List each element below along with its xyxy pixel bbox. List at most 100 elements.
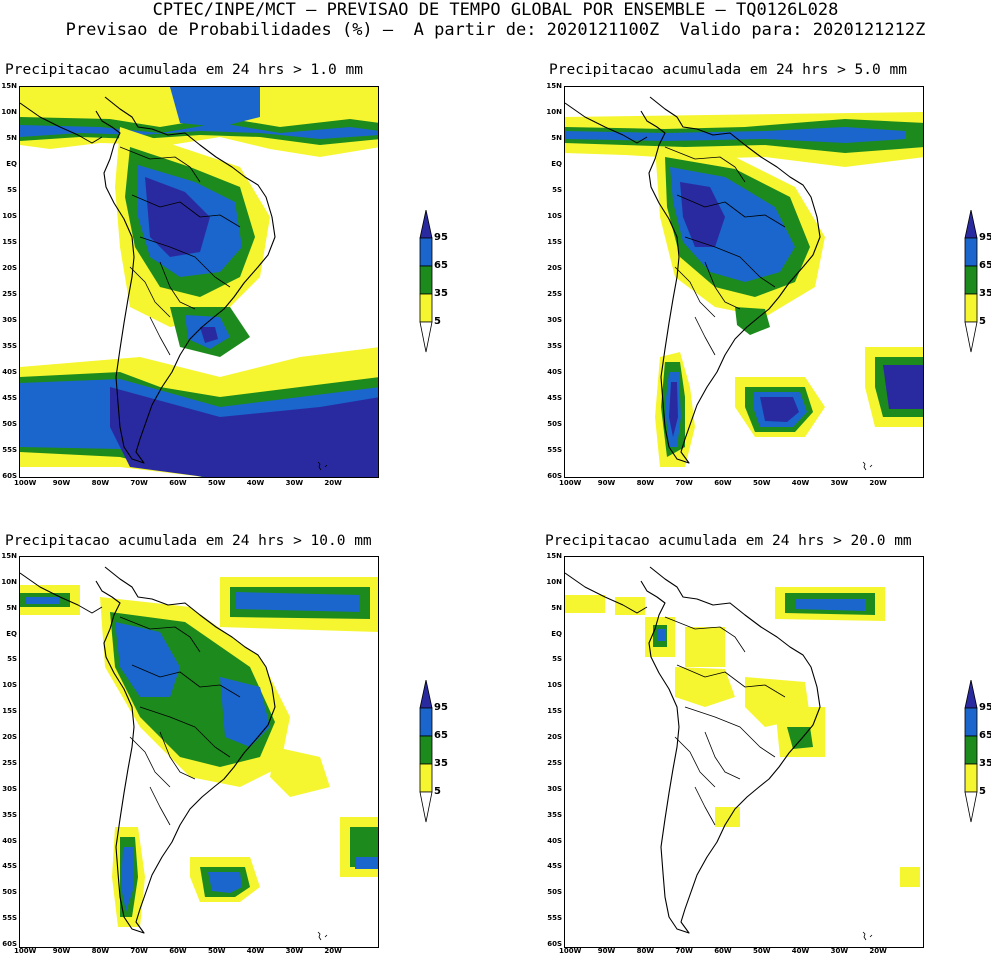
probability-region [25,597,60,604]
colorbar-level-label: 5 [979,786,986,797]
lon-tick-label: 80W [91,479,110,487]
lat-tick-label: 5N [551,134,562,142]
lat-tick-label: 50S [2,420,17,428]
lat-tick-label: 30S [547,784,562,793]
lon-tick-label: 90W [597,479,616,487]
colorbar-segment [419,210,433,239]
lon-tick-label: 60W [169,479,187,487]
colorbar-level-label: 35 [979,758,991,769]
colorbar-level-label: 5 [979,316,986,327]
colorbar-segment [964,210,978,239]
coastline [20,102,103,144]
lat-tick-label: 10S [547,212,562,220]
lat-tick-label: 55S [547,914,562,923]
lat-tick-label: 5S [552,186,562,194]
lon-tick-label: 50W [753,947,771,955]
lat-tick-label: 5N [6,134,17,142]
colorbar-segment [964,791,978,823]
lat-tick-label: 45S [547,862,562,871]
lon-tick-label: 20W [324,947,342,955]
probability-region [270,747,330,797]
lon-tick-label: 40W [246,947,265,955]
colorbar-level-label: 95 [979,702,991,713]
colorbar-segment [964,680,978,709]
lon-tick-label: 90W [52,947,71,955]
lat-tick-label: 5S [552,655,562,664]
lon-tick-label: 70W [675,479,693,487]
lat-tick-label: 35S [547,810,562,819]
lon-tick-label: 80W [636,947,655,955]
colorbar-level-label: 95 [434,232,448,243]
coastline [95,96,276,464]
lon-tick-label: 30W [285,947,304,955]
probability-region [170,87,260,127]
lat-tick-label: 10N [546,108,562,116]
lon-tick-label: 50W [208,947,226,955]
colorbar-segment [419,735,433,765]
probability-region [220,677,270,747]
probability-region [200,327,218,343]
probability-map [565,96,923,471]
lon-tick-label: 50W [753,479,771,487]
lat-tick-label: 10N [1,577,17,586]
coastline [317,931,328,941]
lat-tick-label: 10S [2,681,17,690]
colorbar-segment [419,707,433,737]
lat-tick-label: 55S [547,446,562,454]
probability-map [20,566,378,941]
map-panel-1mm [19,86,379,478]
lat-tick-label: 25S [2,290,17,298]
lat-tick-label: 50S [2,888,17,897]
lon-tick-label: 100W [14,947,37,955]
probability-region [235,592,360,612]
lon-tick-label: 80W [636,479,655,487]
colorbar-level-label: 65 [979,260,991,271]
lat-tick-label: 10N [1,108,17,116]
coastline [20,572,103,614]
probability-region [20,123,378,139]
colorbar-segment [419,763,433,793]
lat-tick-label: 15N [546,82,562,90]
probability-region [735,307,770,335]
colorbar [419,680,433,823]
lat-tick-label: 20S [547,264,562,272]
lat-tick-label: 10S [547,681,562,690]
coastline [862,461,873,471]
probability-region [685,627,725,667]
lat-tick-label: 25S [2,758,17,767]
probability-map [565,566,920,941]
panel-title-10mm: Precipitacao acumulada em 24 hrs > 10.0 … [5,533,372,549]
lat-tick-label: 5S [7,655,17,664]
lon-tick-label: 20W [869,479,887,487]
lat-tick-label: 60S [547,940,562,948]
lat-tick-label: 40S [547,368,562,376]
lat-tick-label: 20S [2,733,17,742]
lat-tick-label: 20S [2,264,17,272]
panel-title-1mm: Precipitacao acumulada em 24 hrs > 1.0 m… [5,62,363,78]
lat-tick-label: 15N [1,552,17,560]
colorbar-level-label: 35 [434,758,448,769]
coastline [664,616,786,826]
lat-tick-label: EQ [6,629,17,638]
lat-tick-label: 40S [2,836,17,845]
colorbar-segment [964,265,978,295]
lon-tick-label: 20W [869,947,887,955]
colorbar [419,210,433,353]
coastline [664,146,786,356]
lon-tick-label: 60W [169,947,187,955]
lat-tick-label: 15N [1,82,17,90]
colorbar-segment [964,321,978,353]
lat-tick-label: 5N [6,603,17,612]
lat-tick-label: 60S [2,940,17,948]
lat-tick-label: 45S [2,862,17,871]
coastline [119,616,241,826]
lat-tick-label: 35S [547,342,562,350]
lat-tick-label: 30S [2,316,17,324]
colorbar-segment [419,293,433,323]
colorbar-level-label: 5 [434,786,441,797]
lat-tick-label: 40S [2,368,17,376]
probability-region [715,807,740,827]
lon-tick-label: 60W [714,947,732,955]
probability-region [121,847,134,912]
lat-tick-label: 35S [2,342,17,350]
